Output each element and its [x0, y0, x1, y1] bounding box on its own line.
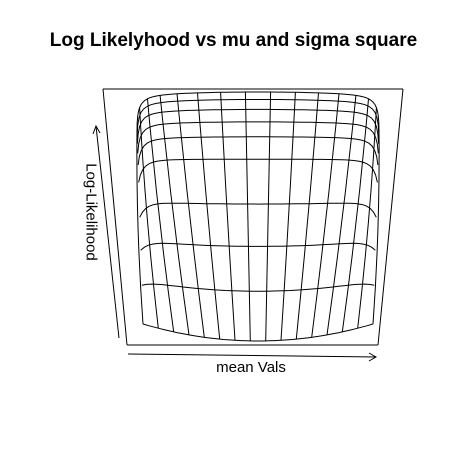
surface-meridian [280, 92, 296, 341]
surface-meridian [265, 91, 272, 341]
surface-meridian [357, 107, 377, 329]
surface-meridian [326, 95, 357, 335]
surface-latitude [141, 283, 375, 292]
surface-latitude [140, 242, 376, 251]
surface-mesh [136, 91, 380, 342]
surface-latitude [137, 121, 379, 154]
surface-meridian [244, 91, 251, 341]
surface-latitude [137, 136, 379, 165]
surface-latitude [142, 323, 374, 342]
surface-latitude [136, 108, 380, 144]
surface-latitude [139, 202, 377, 218]
surface-meridian [176, 93, 205, 338]
surface-meridian [295, 92, 319, 340]
surface-latitude [136, 99, 380, 136]
x-axis-arrow [127, 353, 377, 358]
surface-latitude [138, 158, 378, 183]
box-right-edge [377, 88, 404, 346]
surface-meridian [159, 95, 190, 335]
surface-meridian [139, 107, 159, 329]
y-axis-label: Log-Likelihood [82, 163, 100, 261]
axis-arrows [92, 124, 378, 362]
surface-meridian [311, 93, 340, 338]
box-left-edge [102, 88, 128, 346]
y-axis-arrowhead [92, 124, 101, 135]
y-axis-arrow [95, 125, 120, 339]
x-axis-label: mean Vals [216, 359, 286, 376]
x-axis-arrowhead [368, 352, 378, 362]
surface-meridian [136, 129, 144, 325]
chart-title: Log Likelyhood vs mu and sigma square [49, 30, 418, 51]
bounding-box [102, 88, 404, 346]
surface-meridian [147, 98, 175, 332]
surface-top-curve [136, 91, 380, 131]
surface-meridian [197, 92, 221, 340]
surface-meridian [220, 92, 236, 341]
surface-meridian [341, 98, 369, 332]
surface-meridian [372, 129, 380, 325]
